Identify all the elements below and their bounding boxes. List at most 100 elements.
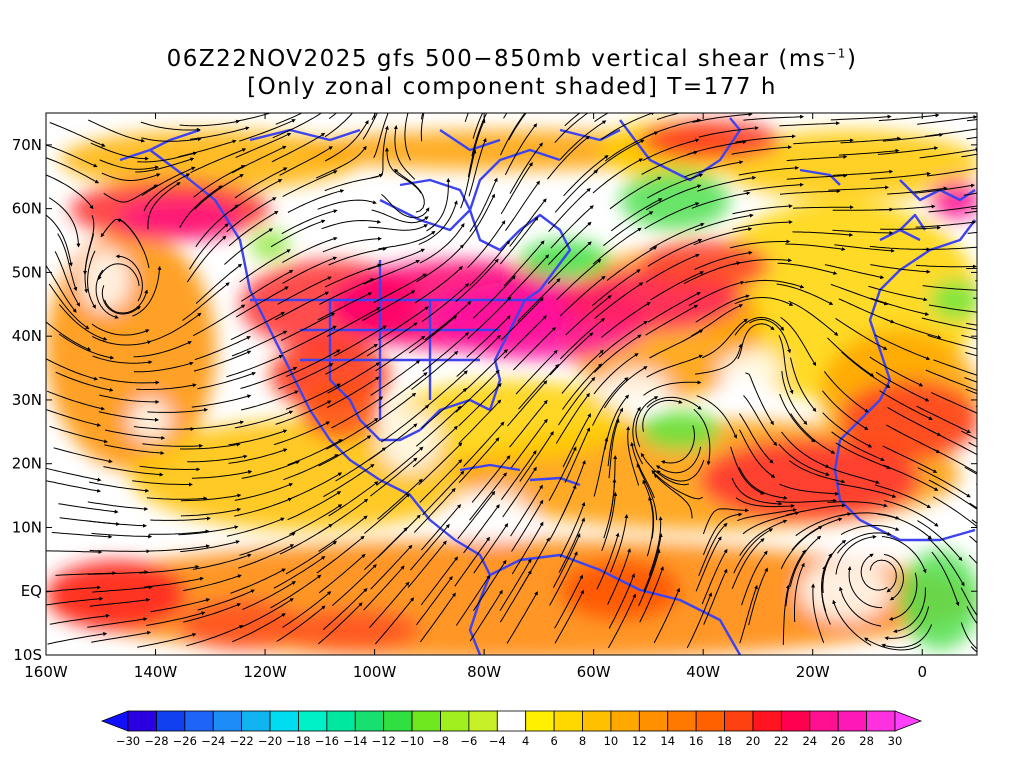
streamline bbox=[366, 322, 418, 357]
streamline bbox=[180, 507, 242, 517]
streamline bbox=[500, 450, 537, 500]
plot-frame bbox=[45, 112, 978, 656]
streamline bbox=[927, 334, 977, 350]
streamline bbox=[688, 280, 745, 307]
streamline bbox=[683, 261, 741, 285]
shade-patch bbox=[120, 200, 240, 240]
streamline bbox=[98, 263, 140, 286]
streamline bbox=[702, 508, 750, 535]
streamline bbox=[455, 369, 500, 413]
colorbar-label: −30 bbox=[116, 734, 140, 748]
streamline bbox=[147, 407, 209, 413]
streamline bbox=[273, 421, 331, 446]
streamline bbox=[603, 211, 654, 247]
streamline bbox=[893, 587, 926, 634]
streamline bbox=[95, 269, 119, 319]
shade-patch bbox=[46, 560, 186, 630]
streamline bbox=[729, 239, 791, 249]
streamline bbox=[92, 355, 153, 365]
coastline-path bbox=[899, 213, 926, 231]
colorbar-label: −24 bbox=[201, 734, 225, 748]
x-tick-label: 120W bbox=[243, 663, 287, 681]
streamline bbox=[239, 532, 296, 556]
streamline bbox=[49, 613, 110, 625]
streamline bbox=[317, 199, 377, 210]
streamline bbox=[660, 425, 695, 465]
streamline bbox=[87, 570, 149, 575]
streamline bbox=[413, 487, 456, 533]
streamline bbox=[933, 359, 977, 376]
streamline bbox=[847, 566, 883, 609]
coastline-path bbox=[468, 148, 572, 291]
streamline bbox=[282, 170, 338, 198]
streamline bbox=[742, 511, 800, 535]
colorbar-swatch bbox=[496, 710, 527, 732]
streamline bbox=[133, 361, 194, 373]
shade-patch bbox=[930, 180, 977, 220]
streamline bbox=[116, 218, 150, 269]
streamline bbox=[828, 185, 889, 191]
streamline bbox=[454, 536, 490, 587]
streamline bbox=[421, 370, 468, 411]
streamline bbox=[653, 473, 693, 519]
streamline bbox=[99, 376, 160, 385]
streamline bbox=[964, 377, 977, 383]
streamline bbox=[468, 137, 487, 197]
streamline bbox=[180, 442, 241, 450]
streamline bbox=[917, 467, 971, 498]
streamline bbox=[548, 446, 577, 502]
streamline bbox=[565, 295, 612, 336]
streamline bbox=[792, 205, 854, 210]
colorbar-swatch bbox=[780, 710, 811, 732]
streamline bbox=[282, 256, 338, 284]
streamline bbox=[317, 292, 373, 321]
streamline bbox=[471, 113, 488, 157]
streamline bbox=[593, 437, 609, 497]
streamline bbox=[776, 283, 834, 305]
colorbar-swatch bbox=[837, 710, 867, 732]
streamline bbox=[778, 335, 794, 395]
streamline bbox=[325, 343, 378, 375]
streamline bbox=[564, 427, 591, 483]
streamline bbox=[46, 596, 104, 606]
streamline bbox=[147, 182, 181, 230]
streamline bbox=[883, 318, 942, 339]
streamline bbox=[183, 574, 242, 592]
streamline bbox=[841, 351, 891, 388]
streamline bbox=[922, 285, 977, 291]
streamline bbox=[874, 484, 932, 509]
streamline bbox=[559, 120, 607, 160]
streamline bbox=[235, 286, 289, 318]
streamline bbox=[150, 598, 211, 613]
streamline bbox=[191, 470, 253, 479]
streamline bbox=[234, 497, 293, 517]
streamline bbox=[48, 197, 81, 248]
streamline bbox=[882, 132, 944, 142]
streamline bbox=[371, 209, 429, 224]
streamline bbox=[46, 157, 100, 184]
streamline bbox=[318, 553, 366, 594]
streamline bbox=[820, 565, 831, 625]
colorbar-swatch bbox=[667, 710, 697, 732]
streamline bbox=[559, 501, 586, 558]
streamline bbox=[46, 174, 94, 210]
streamline bbox=[651, 470, 704, 500]
streamline bbox=[607, 548, 631, 605]
colorbar: −30 −28 −26 −24 −22 −20 −18 −16 −14 −12 −10 −8 −6 −4 4… bbox=[100, 710, 923, 748]
x-axis: 160W 140W 120W 100W 80W 60W 40W 20W 0 bbox=[24, 113, 927, 681]
colorbar-label: 30 bbox=[888, 734, 903, 748]
streamline bbox=[424, 301, 472, 341]
streamline bbox=[642, 479, 655, 539]
streamline bbox=[275, 400, 332, 425]
streamline bbox=[180, 493, 242, 502]
streamline bbox=[58, 503, 119, 514]
streamline bbox=[420, 113, 424, 120]
streamline bbox=[363, 565, 405, 611]
streamline bbox=[327, 362, 380, 394]
streamline bbox=[827, 337, 875, 377]
coastline-path bbox=[839, 219, 976, 441]
streamline bbox=[421, 387, 467, 429]
streamline bbox=[317, 602, 363, 645]
streamline bbox=[286, 349, 341, 377]
streamline bbox=[87, 250, 96, 309]
